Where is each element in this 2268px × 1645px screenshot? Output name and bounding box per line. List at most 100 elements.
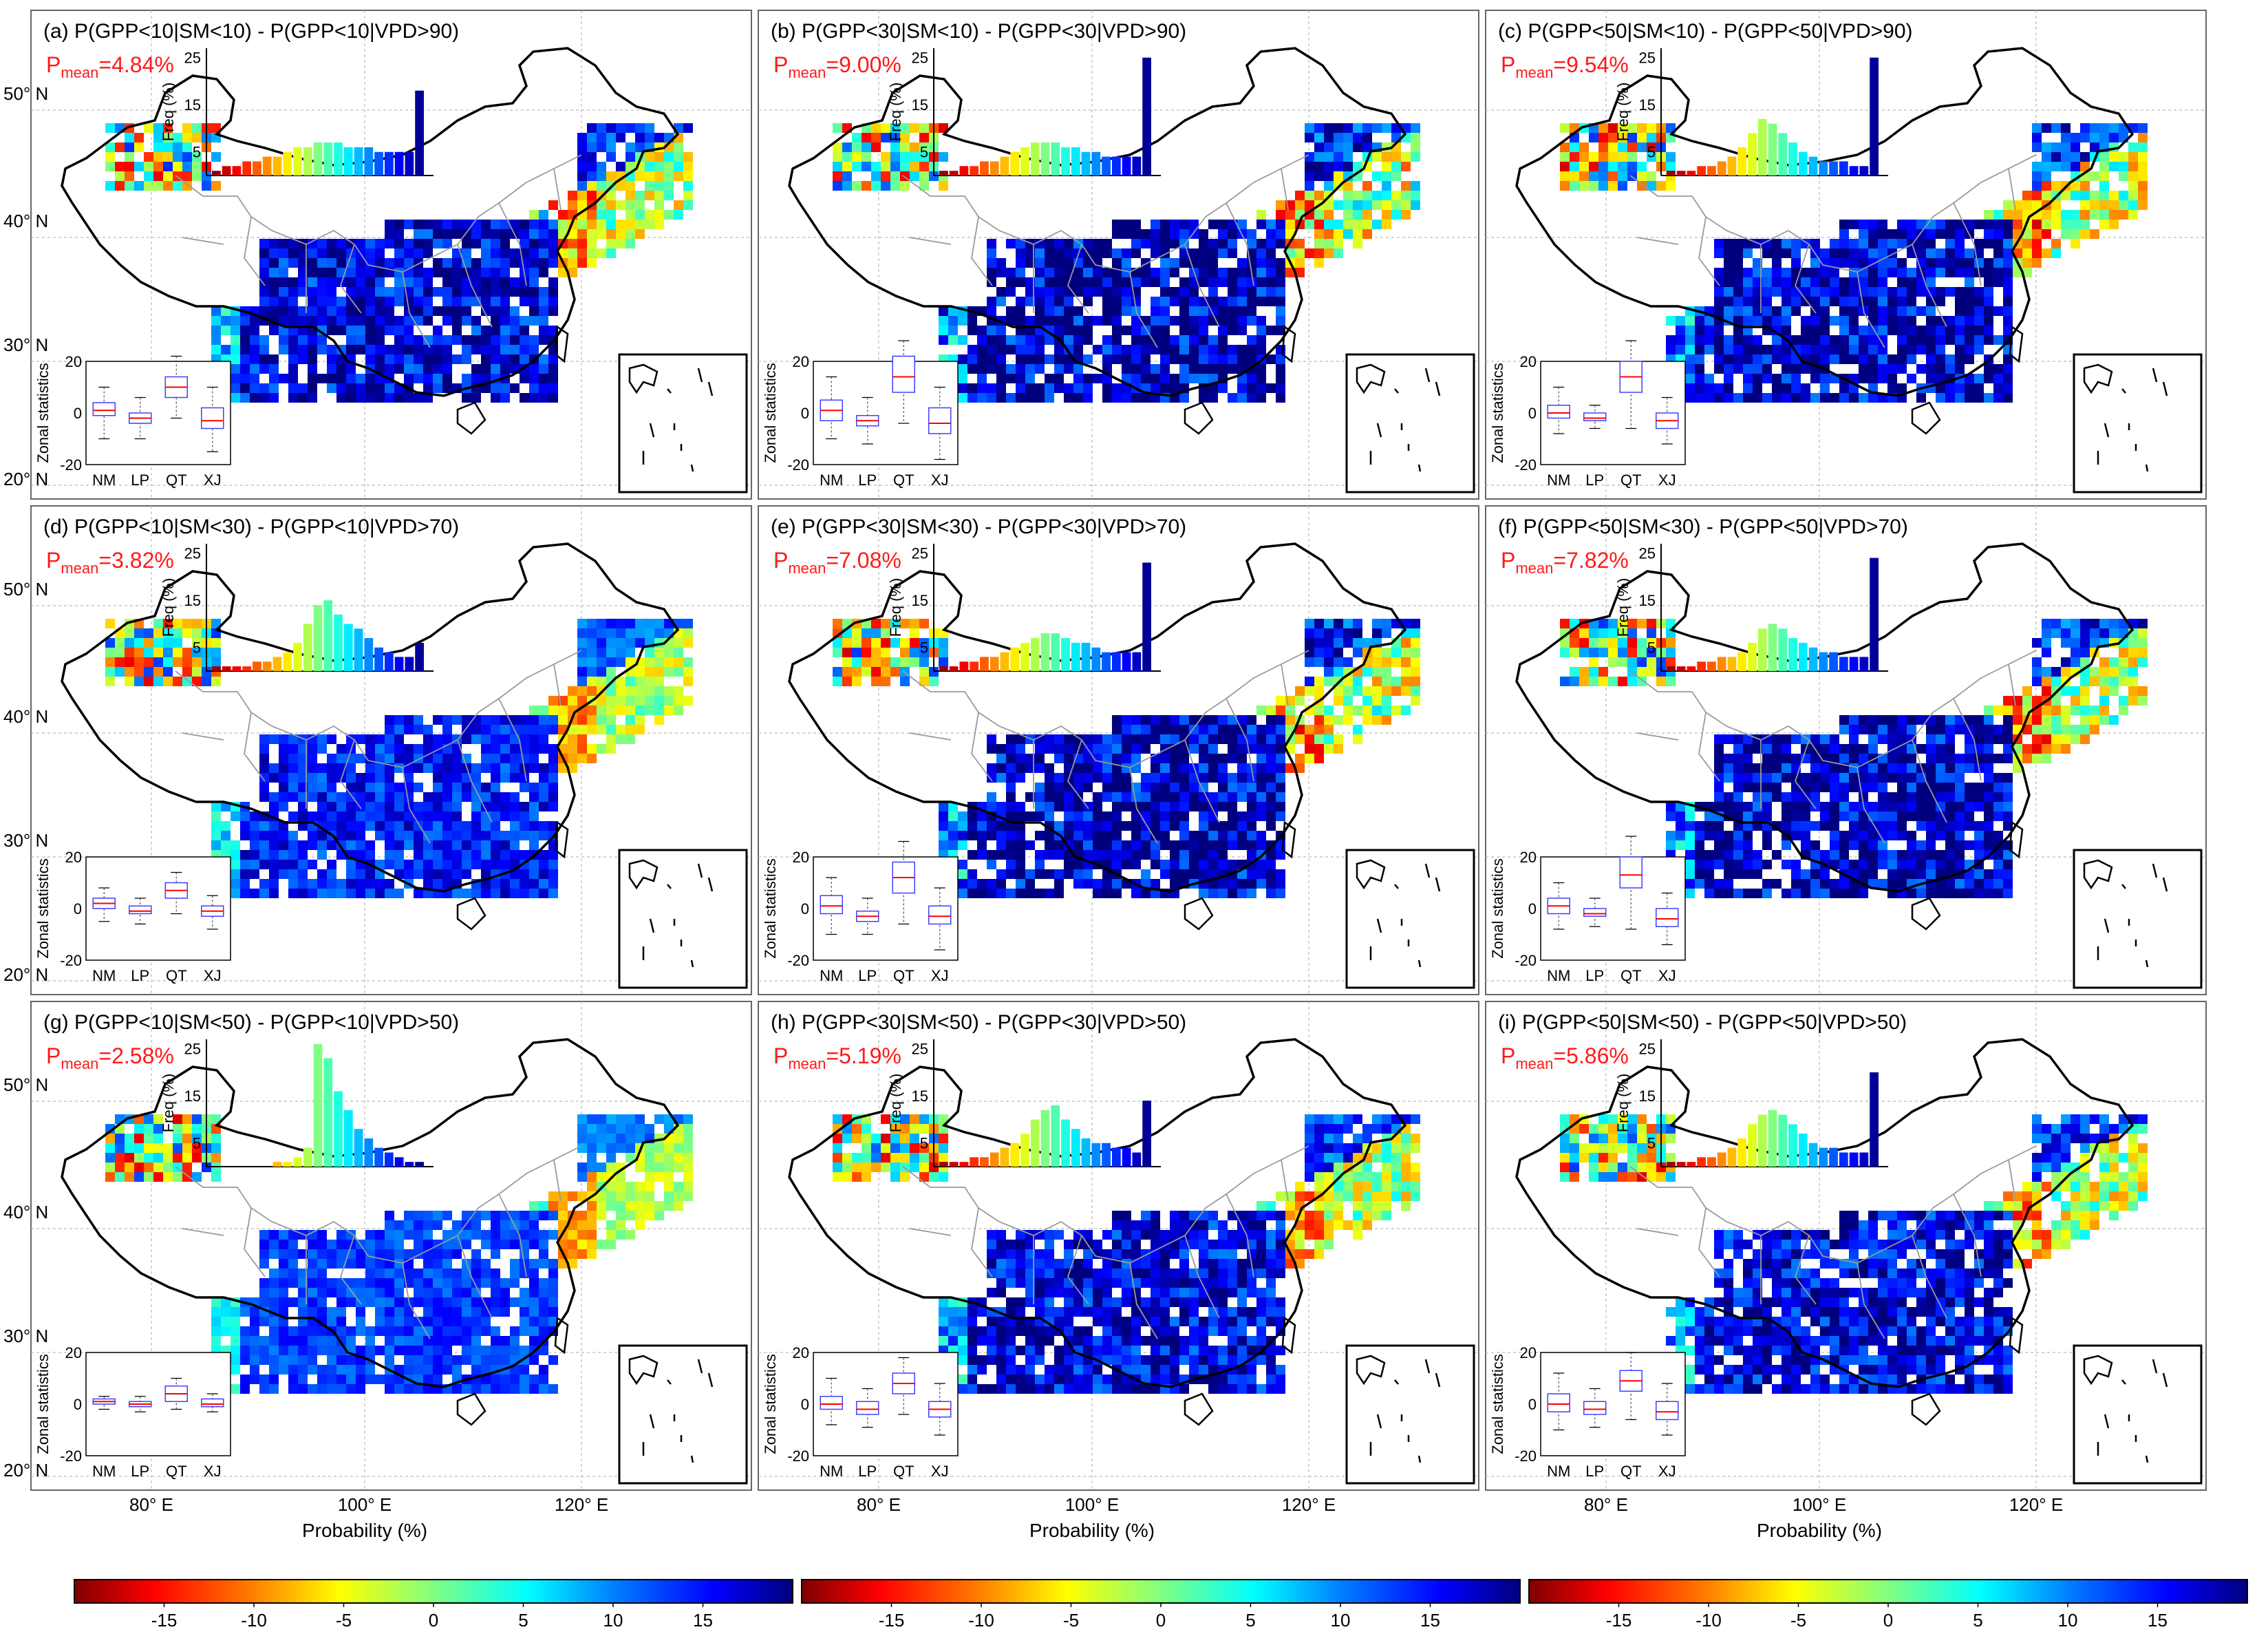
grid-cell [1391, 648, 1401, 657]
grid-cell [462, 860, 471, 869]
grid-cell [423, 763, 433, 773]
grid-cell [967, 364, 977, 374]
grid-cell [452, 277, 462, 287]
hist-ytick-label: 25 [1639, 545, 1656, 562]
box-ytick-label: -20 [1515, 456, 1537, 474]
grid-cell [1035, 316, 1045, 326]
grid-cell [500, 258, 510, 268]
grid-cell [1945, 792, 1955, 802]
grid-cell [568, 200, 577, 210]
grid-cell [1772, 763, 1782, 773]
panel-title: (a) P(GPP<10|SM<10) - P(GPP<10|VPD>90) [43, 20, 459, 43]
grid-cell [1965, 889, 1974, 898]
grid-cell [1102, 383, 1112, 393]
grid-cell [1820, 869, 1830, 879]
grid-cell [250, 374, 259, 383]
grid-cell [481, 383, 491, 393]
grid-cell [1984, 831, 1993, 840]
grid-cell [1276, 763, 1285, 773]
grid-cell [2051, 210, 2061, 220]
grid-cell [1704, 326, 1714, 335]
grid-cell [910, 171, 919, 181]
grid-cell [1179, 335, 1189, 345]
grid-cell [1887, 792, 1897, 802]
grid-cell [308, 335, 317, 345]
grid-cell [539, 297, 548, 306]
grid-cell [192, 677, 202, 686]
grid-cell [1199, 393, 1208, 403]
grid-cell [1334, 648, 1343, 657]
grid-cell [433, 335, 442, 345]
grid-cell [1228, 345, 1237, 354]
grid-cell [1637, 133, 1647, 142]
grid-cell [852, 133, 862, 142]
grid-cell [1984, 287, 1993, 297]
grid-cell [664, 191, 674, 200]
grid-cell [1810, 879, 1820, 889]
grid-cell [2080, 229, 2090, 239]
grid-cell [510, 792, 520, 802]
grid-cell [1305, 725, 1314, 734]
grid-cell [317, 889, 327, 898]
grid-cell [1839, 744, 1849, 754]
grid-cell [1199, 268, 1208, 277]
panel-title: (e) P(GPP<30|SM<30) - P(GPP<30|VPD>70) [771, 516, 1186, 538]
grid-cell [346, 821, 356, 831]
grid-cell [958, 393, 967, 403]
grid-cell [375, 773, 385, 783]
grid-cell [2071, 152, 2080, 162]
grid-cell [1102, 393, 1112, 403]
grid-cell [1064, 821, 1073, 831]
grid-cell [1955, 229, 1965, 239]
grid-cell [288, 889, 298, 898]
grid-cell [1762, 364, 1772, 374]
grid-cell [625, 220, 635, 229]
grid-cell [1637, 667, 1647, 677]
grid-cell [1362, 686, 1372, 696]
grid-cell [1724, 860, 1733, 869]
grid-cell [919, 123, 929, 133]
grid-cell [1189, 840, 1199, 850]
box-ytick-label: -20 [787, 952, 809, 969]
grid-cell [269, 879, 279, 889]
grid-cell [491, 354, 500, 364]
grid-cell [1753, 869, 1762, 879]
grid-cell [1772, 393, 1782, 403]
grid-cell [1382, 220, 1391, 229]
grid-cell [491, 734, 500, 744]
grid-cell [182, 171, 192, 181]
grid-cell [1382, 686, 1391, 696]
grid-cell [2051, 142, 2061, 152]
grid-cell [1208, 773, 1218, 783]
grid-cell [510, 383, 520, 393]
grid-cell [1859, 354, 1868, 364]
grid-cell [520, 316, 529, 326]
grid-cell [510, 287, 520, 297]
box-iqr [129, 905, 152, 915]
grid-cell [1256, 754, 1266, 763]
grid-cell [1965, 754, 1974, 763]
grid-cell [2119, 696, 2128, 705]
grid-cell [1025, 840, 1035, 850]
grid-cell [423, 811, 433, 821]
grid-cell [1141, 869, 1151, 879]
hist-bar [970, 166, 979, 176]
grid-cell [1102, 345, 1112, 354]
grid-cell [442, 220, 452, 229]
grid-cell [1382, 628, 1391, 638]
grid-cell [1753, 287, 1762, 297]
grid-cell [1141, 374, 1151, 383]
grid-cell [1984, 268, 1993, 277]
grid-cell [1102, 354, 1112, 364]
grid-cell [269, 821, 279, 831]
grid-cell [1160, 792, 1170, 802]
grid-cell [1955, 364, 1965, 374]
grid-cell [404, 374, 414, 383]
grid-cell [625, 628, 635, 638]
grid-cell [539, 783, 548, 792]
grid-cell [2061, 133, 2071, 142]
grid-cell [1936, 287, 1945, 297]
box-category-label: NM [92, 471, 116, 489]
grid-cell [577, 229, 587, 239]
